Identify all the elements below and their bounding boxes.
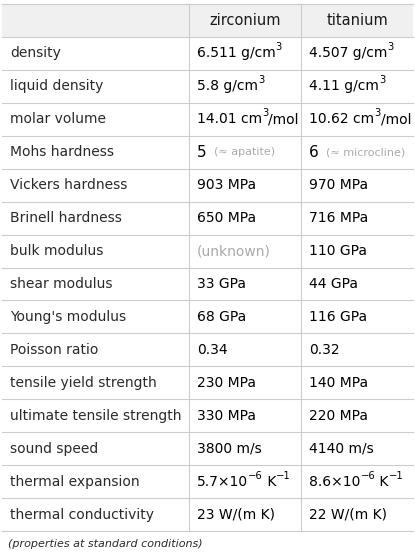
Text: 5: 5 (197, 145, 207, 160)
Text: 110 GPa: 110 GPa (309, 244, 367, 258)
Text: thermal conductivity: thermal conductivity (10, 508, 154, 522)
Text: 3: 3 (258, 75, 264, 86)
Text: 4.11 g/cm: 4.11 g/cm (309, 79, 379, 93)
Text: Poisson ratio: Poisson ratio (10, 343, 98, 357)
Text: K: K (263, 475, 276, 489)
Text: −6: −6 (361, 471, 375, 481)
Text: −6: −6 (248, 471, 263, 481)
Text: −1: −1 (389, 471, 403, 481)
Text: titanium: titanium (326, 13, 388, 28)
Text: 5.7×10: 5.7×10 (197, 475, 248, 489)
Text: 68 GPa: 68 GPa (197, 310, 246, 324)
Text: Young's modulus: Young's modulus (10, 310, 126, 324)
Text: K: K (375, 475, 389, 489)
Text: 650 MPa: 650 MPa (197, 211, 256, 225)
Text: 970 MPa: 970 MPa (309, 178, 369, 192)
Text: 330 MPa: 330 MPa (197, 409, 256, 423)
Text: 3: 3 (379, 75, 386, 86)
Text: sound speed: sound speed (10, 442, 98, 456)
Text: tensile yield strength: tensile yield strength (10, 376, 157, 390)
Text: zirconium: zirconium (209, 13, 281, 28)
Text: 6.511 g/cm: 6.511 g/cm (197, 46, 276, 60)
Text: ultimate tensile strength: ultimate tensile strength (10, 409, 181, 423)
Text: 5.8 g/cm: 5.8 g/cm (197, 79, 258, 93)
Text: Vickers hardness: Vickers hardness (10, 178, 127, 192)
Text: 140 MPa: 140 MPa (309, 376, 369, 390)
Text: bulk modulus: bulk modulus (10, 244, 103, 258)
Text: 33 GPa: 33 GPa (197, 277, 246, 291)
Text: 230 MPa: 230 MPa (197, 376, 256, 390)
Text: 3800 m/s: 3800 m/s (197, 442, 262, 456)
Text: thermal expansion: thermal expansion (10, 475, 139, 489)
Text: 14.01 cm: 14.01 cm (197, 112, 262, 126)
Text: shear modulus: shear modulus (10, 277, 112, 291)
Text: 3: 3 (374, 108, 381, 119)
Text: 22 W/(m K): 22 W/(m K) (309, 508, 387, 522)
Text: 903 MPa: 903 MPa (197, 178, 256, 192)
Text: 3: 3 (388, 42, 394, 53)
Text: liquid density: liquid density (10, 79, 103, 93)
Text: 116 GPa: 116 GPa (309, 310, 367, 324)
Text: Mohs hardness: Mohs hardness (10, 145, 114, 159)
Text: 0.32: 0.32 (309, 343, 340, 357)
Text: 3: 3 (262, 108, 269, 119)
Text: −1: −1 (276, 471, 291, 481)
Text: 8.6×10: 8.6×10 (309, 475, 361, 489)
Text: 220 MPa: 220 MPa (309, 409, 368, 423)
Text: (unknown): (unknown) (197, 244, 271, 258)
Bar (2, 4, 413, 37)
Text: 716 MPa: 716 MPa (309, 211, 369, 225)
Text: 4140 m/s: 4140 m/s (309, 442, 374, 456)
Text: (≈ microcline): (≈ microcline) (319, 147, 405, 157)
Text: 4.507 g/cm: 4.507 g/cm (309, 46, 388, 60)
Text: 0.34: 0.34 (197, 343, 228, 357)
Text: density: density (10, 46, 61, 60)
Text: 3: 3 (276, 42, 282, 53)
Text: 23 W/(m K): 23 W/(m K) (197, 508, 275, 522)
Text: Brinell hardness: Brinell hardness (10, 211, 122, 225)
Text: (≈ apatite): (≈ apatite) (207, 147, 275, 157)
Text: /mol: /mol (269, 112, 299, 126)
Text: molar volume: molar volume (10, 112, 106, 126)
Text: /mol: /mol (381, 112, 411, 126)
Text: 10.62 cm: 10.62 cm (309, 112, 374, 126)
Text: (properties at standard conditions): (properties at standard conditions) (8, 539, 203, 549)
Text: 44 GPa: 44 GPa (309, 277, 358, 291)
Text: 6: 6 (309, 145, 319, 160)
